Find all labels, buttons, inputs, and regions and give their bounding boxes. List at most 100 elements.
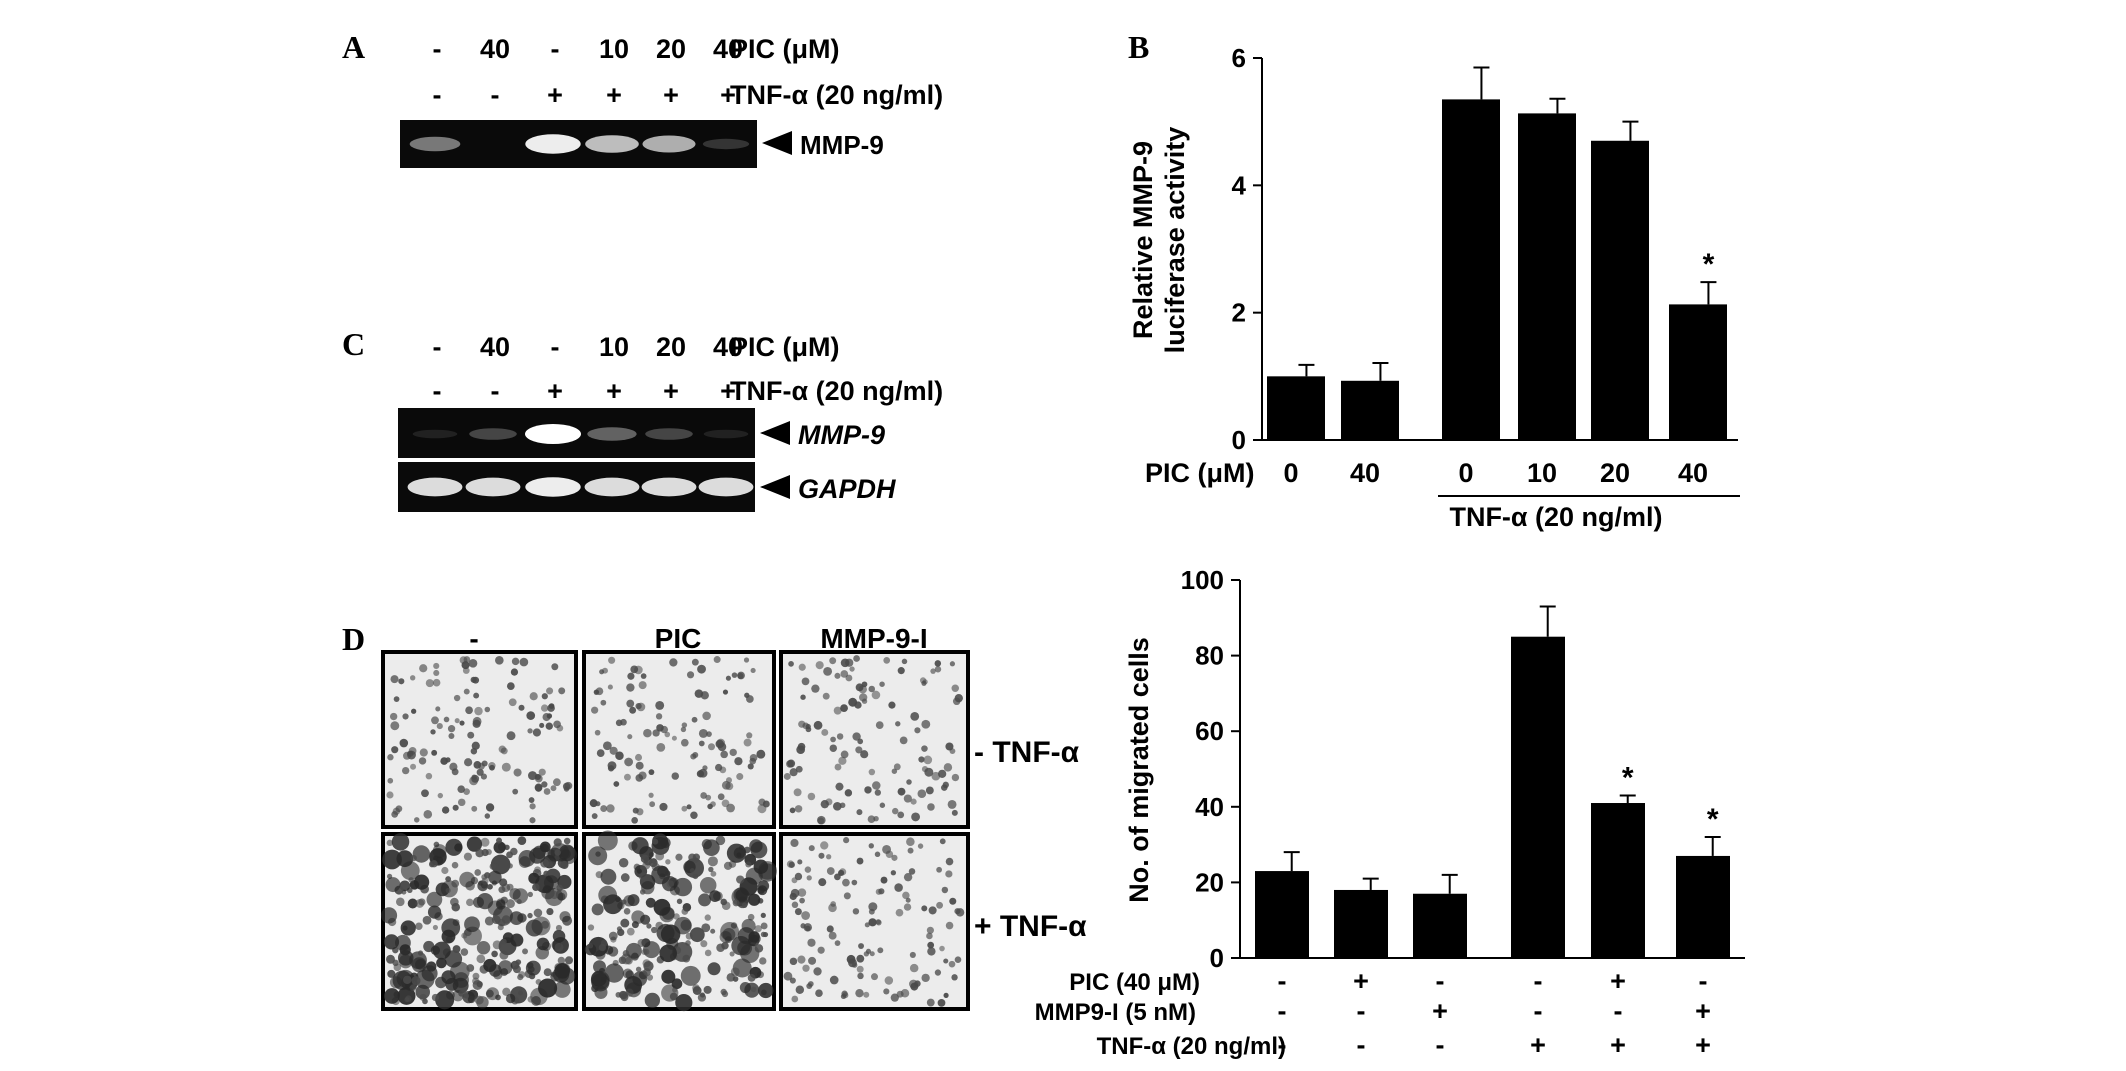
cell-dot	[835, 782, 844, 791]
cell-dot	[797, 888, 807, 897]
cell-dot	[856, 954, 865, 963]
cell-dot	[807, 792, 816, 801]
cell-dot	[854, 701, 862, 709]
cell-dot	[496, 898, 506, 908]
cell-dot	[476, 768, 484, 776]
cell-dot	[799, 897, 805, 904]
cell-dot	[713, 656, 721, 664]
cell-dot	[875, 919, 881, 925]
cell-dot	[689, 927, 705, 943]
cell-dot	[594, 729, 601, 736]
cell-dot	[441, 866, 449, 875]
cell-dot	[426, 891, 443, 908]
cell-dot	[700, 940, 708, 948]
cell-dot	[491, 950, 498, 958]
cell-dot	[528, 872, 540, 884]
cell-dot	[936, 901, 944, 909]
cell-dot	[484, 916, 494, 926]
cell-dot	[791, 995, 799, 1003]
panel-a-band-0	[409, 136, 461, 152]
cell-dot	[454, 718, 460, 724]
cell-dot	[909, 979, 918, 989]
cell-dot	[860, 750, 869, 759]
cell-dot	[675, 993, 693, 1012]
cell-dot	[797, 859, 803, 865]
panel-c-pic-lane-0: -	[433, 332, 442, 362]
cell-dot	[529, 847, 546, 864]
cell-dot	[823, 666, 833, 676]
cell-dot	[495, 655, 504, 665]
chart-b-bar-1	[1341, 380, 1399, 440]
cell-dot	[595, 801, 601, 807]
panel-a-band-5	[702, 138, 750, 150]
cell-dot	[794, 872, 803, 881]
cell-dot	[449, 961, 470, 982]
cell-dot	[621, 899, 627, 905]
panel-c-gapdh-band-3	[584, 477, 640, 497]
cell-dot	[848, 958, 857, 968]
cell-dot	[463, 688, 470, 695]
cell-dot	[390, 721, 400, 731]
cell-dot	[506, 851, 513, 859]
cell-dot	[721, 942, 729, 950]
panel-c-tnf-lane-4: +	[663, 376, 679, 406]
cell-dot	[430, 860, 438, 868]
cell-dot	[939, 838, 946, 845]
cell-dot	[947, 799, 957, 809]
cell-dot	[606, 804, 615, 813]
cell-dot	[401, 766, 410, 775]
cell-dot	[635, 774, 644, 782]
cell-dot	[441, 806, 450, 814]
cell-dot	[655, 851, 665, 861]
cell-dot	[437, 792, 444, 799]
cell-dot	[909, 951, 916, 958]
cell-dot	[550, 785, 557, 792]
panel-a-tnf-lane-0: -	[433, 80, 442, 110]
cell-dot	[808, 845, 815, 852]
cell-dot	[748, 893, 761, 906]
cell-dot	[686, 804, 692, 810]
cell-dot	[591, 706, 599, 714]
cell-dot	[587, 943, 594, 949]
panel-c-tnf-row: - - + + + +	[433, 376, 736, 406]
cell-dot	[917, 789, 927, 799]
cell-dot	[671, 735, 677, 741]
cell-dot	[945, 742, 954, 751]
chart-d-plot: 0 20 40 60 80 100 * *	[1181, 565, 1745, 973]
cell-dot	[853, 655, 860, 662]
cell-dot	[459, 871, 476, 888]
cell-dot	[829, 657, 837, 665]
panel-a-band-4	[642, 135, 696, 153]
panel-a-arrow-icon	[762, 131, 792, 155]
cell-dot	[525, 919, 543, 937]
panel-a-tnf-row: - - + + + +	[433, 80, 736, 110]
chart-d-condition-table: PIC (40 μM) - + - - + -MMP9-I (5 nM) - - + - - +TNF-…	[1035, 966, 1711, 1060]
chart-b-category-4: 20	[1600, 458, 1630, 488]
cell-dot	[452, 804, 459, 811]
cell-dot	[789, 892, 797, 901]
cell-dot	[856, 965, 864, 973]
cell-dot	[414, 969, 435, 990]
cell-dot	[746, 732, 753, 739]
cell-dot	[736, 773, 744, 781]
cell-dot	[410, 763, 417, 770]
cell-dot	[919, 677, 927, 684]
cell-dot	[757, 804, 767, 814]
cell-dot	[641, 949, 648, 955]
cell-dot	[646, 974, 654, 981]
cell-dot	[593, 960, 606, 974]
cell-dot	[689, 868, 695, 874]
cell-dot	[651, 926, 658, 934]
cell-dot	[522, 948, 529, 955]
panel-b-letter: B	[1128, 29, 1149, 65]
cell-dot	[627, 894, 640, 907]
cell-dot	[801, 911, 811, 920]
chart-b-ytick-label: 6	[1232, 43, 1246, 73]
panel-c-pic-lane-1: 40	[480, 332, 510, 362]
chart-b-significance-5: *	[1703, 248, 1715, 281]
cell-dot	[680, 919, 692, 931]
cell-dot	[498, 960, 513, 975]
panel-c-pic-lane-2: -	[551, 332, 560, 362]
cell-dot	[675, 853, 683, 861]
cell-dot	[625, 942, 642, 959]
